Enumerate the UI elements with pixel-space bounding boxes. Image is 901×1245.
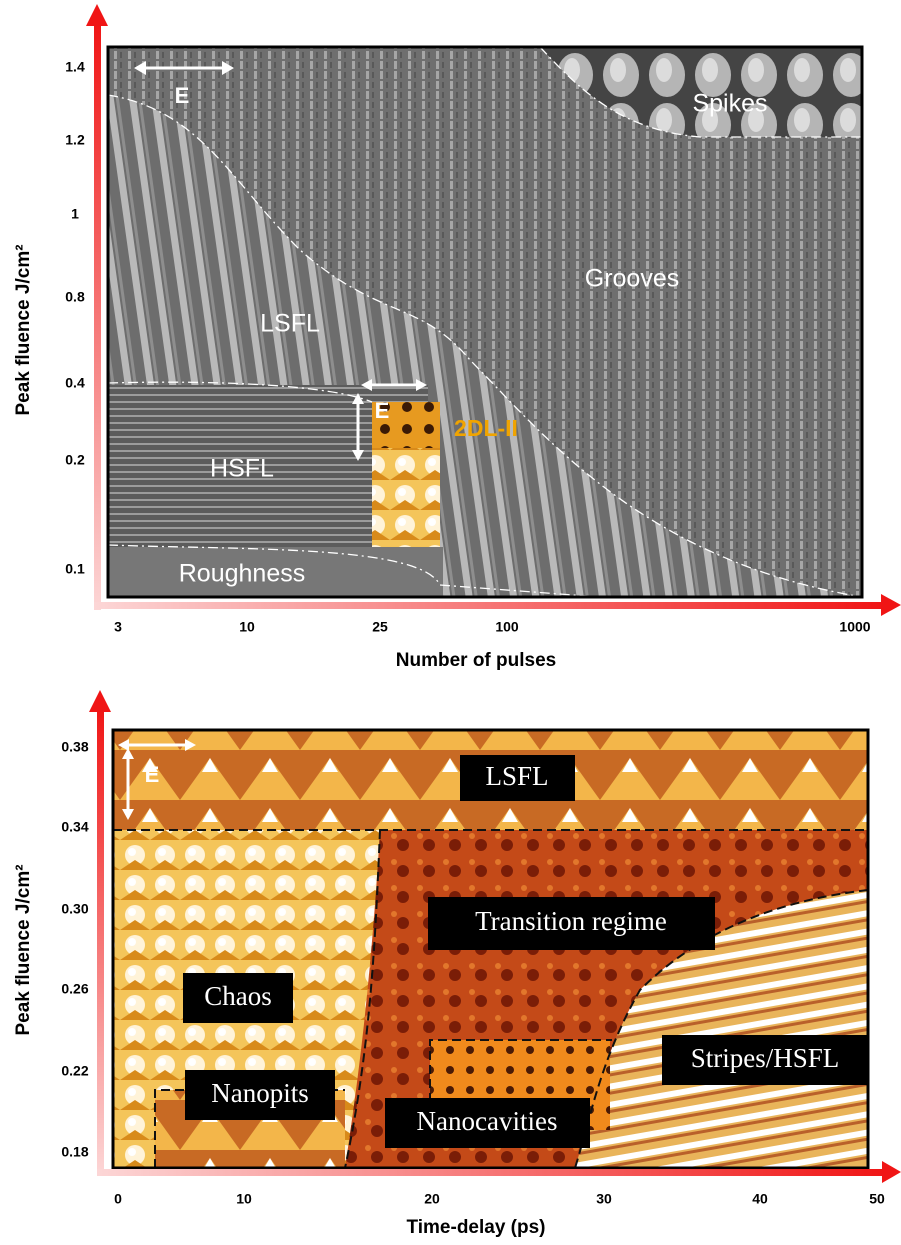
top-panel: E E Spikes Grooves LSFL HSFL Roughness 2…	[13, 4, 901, 671]
y-tick-label: 0.38	[61, 739, 88, 755]
x-tick-label: 30	[596, 1191, 612, 1207]
x-axis	[94, 602, 886, 609]
x-tick-label: 100	[495, 619, 519, 635]
x-axis-label: Number of pulses	[396, 650, 556, 671]
y-axis-arrow	[86, 4, 108, 26]
y-axis-label: Peak fluence J/cm²	[13, 244, 34, 415]
y-axis-arrow	[89, 690, 111, 712]
x-tick-label: 1000	[839, 619, 870, 635]
x-tick-label: 25	[372, 619, 388, 635]
x-tick-label: 40	[752, 1191, 768, 1207]
afm-inset	[372, 448, 440, 500]
y-tick-label: 0.4	[65, 375, 85, 391]
e-label: E	[375, 398, 390, 423]
page: Laser-induced surface structure maps {"p…	[0, 0, 901, 1245]
region-label: Nanopits	[211, 1078, 309, 1108]
y-tick-label: 0.2	[65, 452, 85, 468]
body: E E Spikes Grooves LSFL HSFL Roughness 2…	[0, 0, 901, 1245]
y-tick-label: 0.22	[61, 1063, 88, 1079]
y-tick-label: 1.4	[65, 59, 85, 75]
y-tick-label: 0.30	[61, 901, 88, 917]
y-tick-label: 0.8	[65, 289, 85, 305]
region-label: LSFL	[260, 310, 320, 338]
bottom-panel: E LSFL Transition regime Chaos Nanopits …	[13, 690, 901, 1238]
region-label: Stripes/HSFL	[691, 1043, 840, 1073]
y-axis-label: Peak fluence J/cm²	[13, 864, 34, 1035]
y-tick-label: 0.26	[61, 981, 88, 997]
y-tick-labels: 0.38 0.34 0.30 0.26 0.22 0.18	[61, 739, 88, 1160]
region-label: HSFL	[210, 455, 274, 483]
region-label: Spikes	[692, 90, 767, 118]
x-tick-label: 20	[424, 1191, 440, 1207]
region-label: Nanocavities	[417, 1106, 558, 1136]
y-tick-label: 0.18	[61, 1144, 88, 1160]
y-axis	[97, 708, 104, 1175]
x-tick-label: 3	[114, 619, 122, 635]
figure: E E Spikes Grooves LSFL HSFL Roughness 2…	[0, 0, 901, 1245]
y-tick-labels: 1.4 1.2 1 0.8 0.4 0.2 0.1	[65, 59, 85, 577]
y-tick-label: 1.2	[65, 132, 85, 148]
x-tick-labels: 0 10 20 30 40 50	[114, 1191, 885, 1207]
region-label: LSFL	[485, 761, 548, 791]
region-label: Chaos	[204, 981, 272, 1011]
y-tick-label: 0.34	[61, 819, 88, 835]
region-label: 2DL-II	[454, 415, 518, 441]
afm-inset	[372, 500, 440, 547]
x-axis-arrow	[881, 594, 901, 616]
x-tick-labels: 3 10 25 100 1000	[114, 619, 871, 635]
region-label: Roughness	[179, 560, 305, 588]
x-tick-label: 0	[114, 1191, 122, 1207]
region-label: Transition regime	[475, 906, 667, 936]
x-axis-label: Time-delay (ps)	[406, 1217, 545, 1238]
x-axis	[97, 1169, 887, 1176]
e-label: E	[145, 762, 160, 787]
y-tick-label: 1	[71, 206, 79, 222]
y-tick-label: 0.1	[65, 561, 85, 577]
x-axis-arrow	[882, 1161, 901, 1183]
x-tick-label: 10	[239, 619, 255, 635]
x-tick-label: 10	[236, 1191, 252, 1207]
x-tick-label: 50	[869, 1191, 885, 1207]
e-label: E	[175, 83, 190, 108]
y-axis	[94, 22, 101, 610]
region-label: Grooves	[585, 265, 679, 293]
